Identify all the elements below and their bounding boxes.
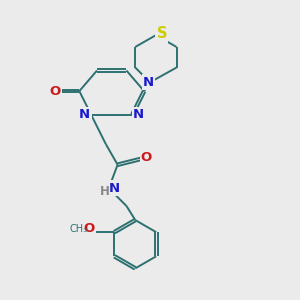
Text: S: S [157, 26, 167, 41]
Text: O: O [49, 85, 61, 98]
Text: O: O [141, 151, 152, 164]
Text: N: N [133, 108, 144, 121]
Text: N: N [79, 108, 90, 121]
Text: N: N [143, 76, 154, 89]
Text: CH₃: CH₃ [69, 224, 88, 234]
Text: O: O [84, 222, 95, 235]
Text: N: N [109, 182, 120, 195]
Text: H: H [99, 185, 109, 198]
